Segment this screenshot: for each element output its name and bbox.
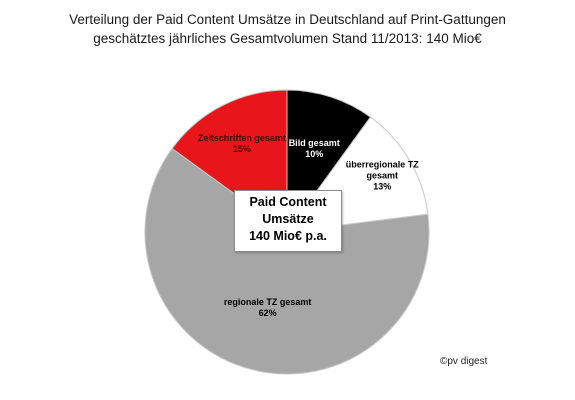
copyright-credit: ©pv digest [440, 356, 488, 367]
chart-title-block: Verteilung der Paid Content Umsätze in D… [0, 10, 575, 48]
slice-name-label: regionale TZ gesamt [224, 297, 312, 307]
slice-value-label: 15% [233, 144, 251, 154]
chart-title: Verteilung der Paid Content Umsätze in D… [69, 12, 506, 27]
slice-name-label: Zeitschriften gesamt [198, 133, 286, 143]
pie-slice [144, 147, 430, 375]
slice-name-label: Bild gesamt [289, 138, 340, 148]
center-label-line3: 140 Mio€ p.a. [249, 229, 327, 243]
center-label-box: Paid Content Umsätze 140 Mio€ p.a. [234, 190, 342, 252]
slice-value-label: 62% [259, 308, 277, 318]
center-label-line1: Paid Content [249, 195, 327, 209]
chart-subtitle: geschätztes jährliches Gesamtvolumen Sta… [93, 31, 482, 46]
slice-name-label: gesamt [367, 171, 399, 181]
slice-name-label: überregionale TZ [346, 160, 420, 170]
center-label-line2: Umsätze [262, 212, 314, 226]
slice-value-label: 13% [373, 182, 391, 192]
slice-value-label: 10% [305, 149, 323, 159]
